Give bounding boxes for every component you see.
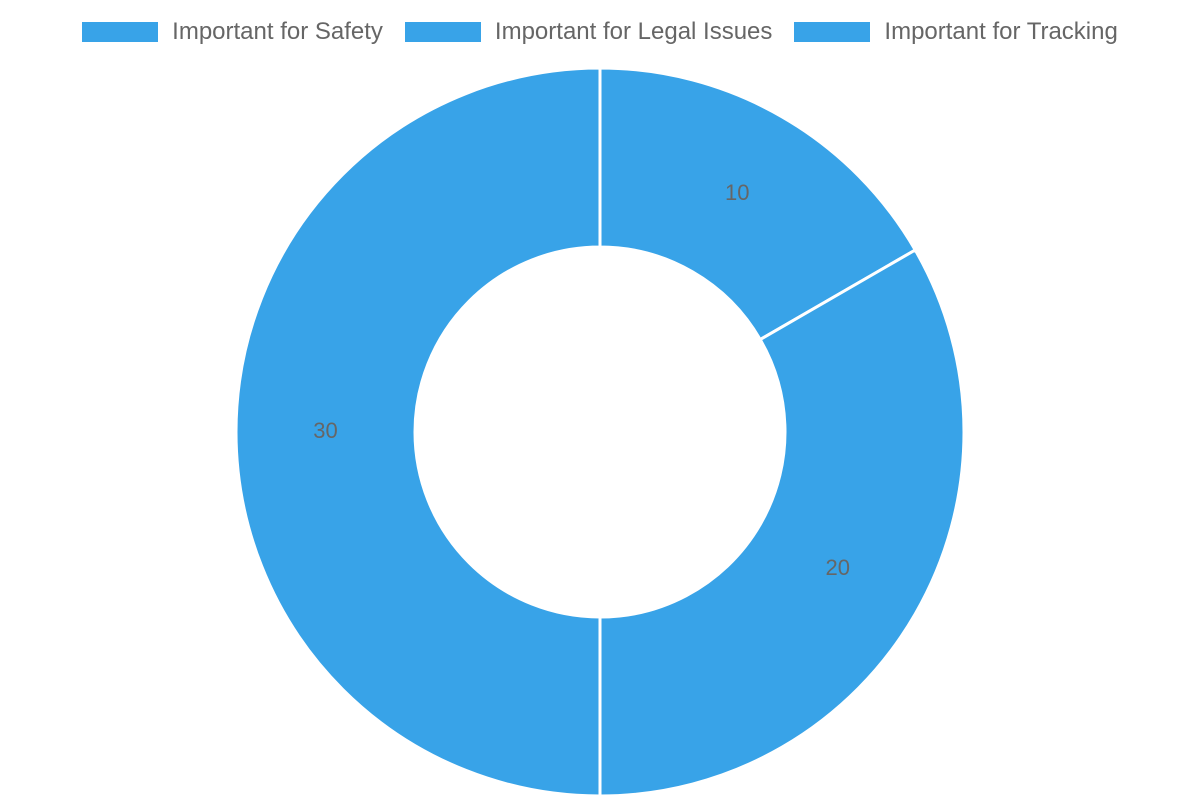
donut-slice-safety[interactable] (598, 66, 918, 342)
legend-swatch-legal-issues (404, 22, 481, 42)
data-label-legal-issues: 20 (825, 555, 849, 580)
donut-slice-legal-issues[interactable] (598, 247, 966, 798)
legend-swatch-safety (82, 22, 159, 42)
legend-label-legal-issues: Important for Legal Issues (494, 18, 773, 45)
donut-slice-tracking[interactable] (234, 66, 602, 798)
data-label-safety: 10 (725, 180, 749, 205)
legend-item-legal-issues[interactable]: Important for Legal Issues (404, 18, 773, 46)
legend-label-safety: Important for Safety (172, 18, 383, 45)
legend-item-safety[interactable]: Important for Safety (82, 18, 383, 46)
data-label-tracking: 30 (313, 418, 337, 443)
legend-swatch-tracking (794, 22, 871, 42)
legend: Important for Safety Important for Legal… (0, 16, 1200, 48)
legend-label-tracking: Important for Tracking (884, 18, 1118, 45)
legend-item-tracking[interactable]: Important for Tracking (794, 18, 1118, 46)
